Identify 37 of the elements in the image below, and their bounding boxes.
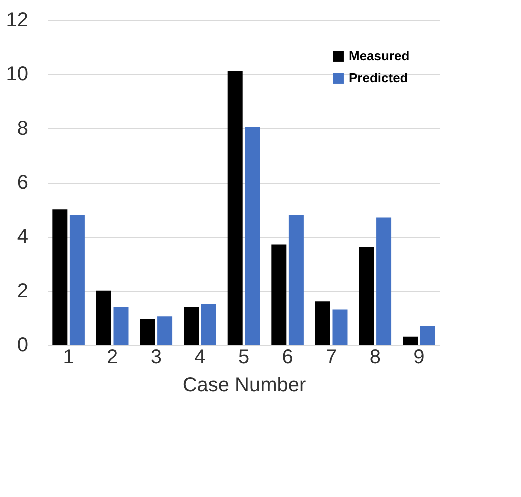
x-tick-label: 9 bbox=[414, 346, 425, 368]
x-tick-label: 6 bbox=[282, 346, 294, 368]
y-tick-label: 8 bbox=[17, 118, 28, 140]
bar bbox=[140, 319, 156, 345]
y-tick-label: 6 bbox=[17, 172, 28, 194]
bar bbox=[158, 316, 173, 345]
bar bbox=[359, 248, 374, 345]
bar bbox=[52, 210, 68, 345]
y-tick-label: 2 bbox=[17, 280, 28, 302]
bar bbox=[288, 215, 304, 345]
legend-label: Predicted bbox=[349, 70, 408, 86]
x-tick-label: 4 bbox=[194, 346, 206, 368]
bar bbox=[184, 307, 200, 345]
bar bbox=[245, 126, 260, 345]
y-tick-label: 4 bbox=[17, 226, 28, 248]
y-tick-label: 10 bbox=[6, 64, 28, 86]
bar bbox=[201, 304, 216, 345]
bar bbox=[332, 310, 348, 345]
legend-label: Measured bbox=[349, 48, 410, 64]
bar bbox=[96, 290, 112, 345]
y-tick-label: 0 bbox=[17, 334, 28, 356]
bar bbox=[272, 244, 287, 345]
bar bbox=[403, 336, 418, 345]
bar bbox=[70, 215, 85, 345]
x-tick-label: 1 bbox=[63, 346, 74, 368]
x-axis-title: Case Number bbox=[182, 374, 307, 396]
bar bbox=[420, 326, 436, 345]
bar bbox=[114, 307, 129, 345]
y-tick-label: 12 bbox=[6, 10, 28, 32]
bar bbox=[315, 302, 330, 345]
x-tick-label: 8 bbox=[370, 346, 381, 368]
bar bbox=[376, 218, 392, 345]
bar bbox=[228, 71, 243, 345]
x-tick-label: 2 bbox=[107, 346, 118, 368]
x-tick-label: 7 bbox=[326, 346, 338, 368]
x-tick-label: 3 bbox=[150, 346, 162, 368]
x-tick-label: 5 bbox=[238, 346, 250, 368]
